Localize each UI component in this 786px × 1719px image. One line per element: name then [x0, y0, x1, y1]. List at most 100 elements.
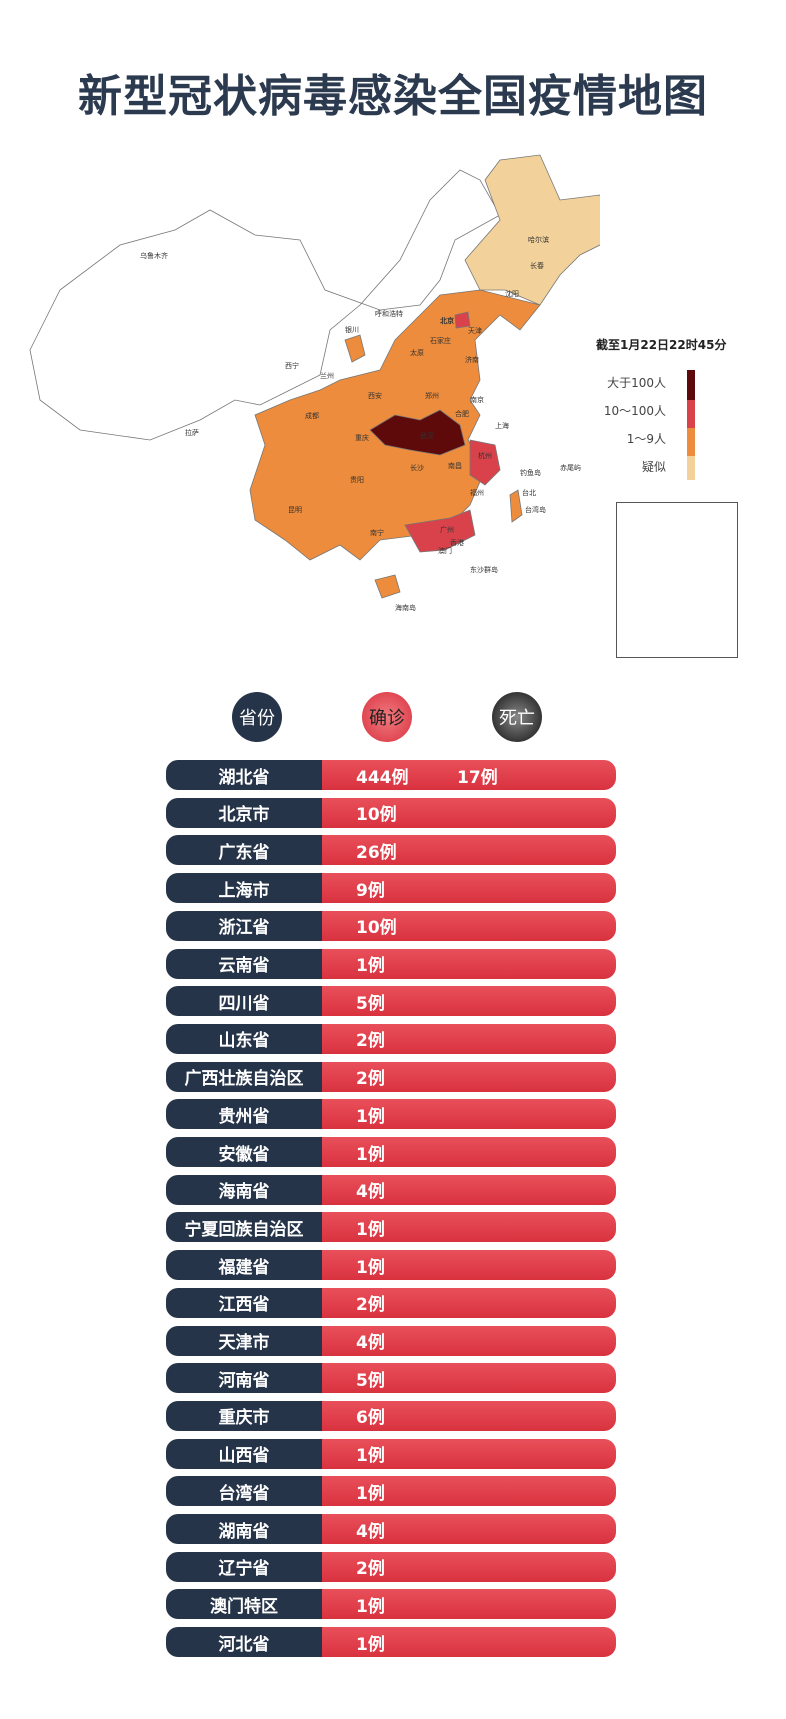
- china-map: 乌鲁木齐 哈尔滨 长春 沈阳 呼和浩特 北京 天津 石家庄 太原 济南 西宁 兰…: [29, 154, 600, 612]
- map-label: 呼和浩特: [375, 309, 403, 318]
- confirmed-cell: 5例: [356, 993, 385, 1014]
- region-northeast-suspected: [464, 154, 600, 306]
- map-label: 海南岛: [395, 603, 416, 612]
- map-label: 北京: [440, 316, 454, 325]
- table-row: 广东省 26例: [166, 835, 616, 866]
- province-cell: 湖南省: [166, 1514, 322, 1544]
- confirmed-cell: 1例: [356, 1446, 385, 1467]
- legend-swatch: [687, 428, 695, 456]
- confirmed-cell: 2例: [356, 1069, 385, 1090]
- table-row: 北京市 10例: [166, 797, 616, 828]
- legend-label: 1～9人: [626, 432, 666, 446]
- table-row: 湖北省 444例 17例: [166, 760, 616, 790]
- map-label: 长春: [530, 261, 544, 270]
- table-row: 台湾省 1例: [166, 1476, 616, 1507]
- map-label: 澳门: [438, 546, 452, 555]
- legend-label: 大于100人: [607, 376, 666, 390]
- confirmed-cell: 1例: [356, 1219, 385, 1240]
- table-row: 澳门特区 1例: [166, 1589, 616, 1620]
- map-label: 台湾岛: [525, 505, 546, 514]
- confirmed-cell: 4例: [356, 1182, 385, 1203]
- table-row: 河南省 5例: [166, 1363, 616, 1394]
- map-label: 台北: [522, 488, 536, 497]
- map-label: 哈尔滨: [528, 235, 549, 244]
- province-cell: 上海市: [166, 873, 322, 904]
- map-label: 杭州: [478, 451, 492, 460]
- confirmed-cell: 9例: [356, 880, 385, 901]
- map-label: 武汉: [420, 431, 434, 440]
- confirmed-cell: 26例: [356, 842, 397, 863]
- map-label: 福州: [470, 488, 484, 497]
- map-label: 赤尾屿: [560, 463, 581, 472]
- legend-swatch: [687, 456, 695, 480]
- confirmed-cell: 1例: [356, 1144, 385, 1165]
- map-label: 乌鲁木齐: [140, 251, 168, 260]
- map-label: 南昌: [448, 461, 462, 470]
- region-northwest: [29, 169, 501, 441]
- province-cell: 湖北省: [166, 760, 322, 790]
- header-deaths: 死亡: [492, 692, 542, 742]
- province-cell: 澳门特区: [166, 1589, 322, 1620]
- table-row: 江西省 2例: [166, 1287, 616, 1318]
- confirmed-cell: 444例: [356, 767, 409, 788]
- confirmed-cell: 1例: [356, 1257, 385, 1278]
- legend-swatch: [687, 370, 695, 400]
- province-cell: 海南省: [166, 1174, 322, 1205]
- south-china-sea-inset: [616, 502, 738, 658]
- map-label: 天津: [468, 327, 482, 335]
- province-cell: 安徽省: [166, 1137, 322, 1167]
- province-cell: 河北省: [166, 1627, 322, 1658]
- province-cell: 浙江省: [166, 910, 322, 941]
- table-row: 山西省 1例: [166, 1438, 616, 1469]
- table-row: 山东省 2例: [166, 1023, 616, 1054]
- region-ningxia: [344, 334, 366, 363]
- table-row: 湖南省 4例: [166, 1514, 616, 1544]
- province-cell: 福建省: [166, 1250, 322, 1281]
- map-label: 西宁: [285, 361, 299, 370]
- map-label: 香港: [450, 538, 464, 547]
- map-label: 石家庄: [430, 336, 451, 345]
- region-hainan: [374, 574, 401, 599]
- map-label: 沈阳: [505, 289, 519, 298]
- province-cell: 台湾省: [166, 1476, 322, 1507]
- region-10-100-guangdong: [404, 509, 476, 553]
- province-cell: 山东省: [166, 1023, 322, 1054]
- map-label: 济南: [465, 355, 479, 364]
- map-label: 西安: [368, 391, 382, 400]
- page-title: 新型冠状病毒感染全国疫情地图: [78, 71, 708, 122]
- confirmed-cell: 2例: [356, 1031, 385, 1052]
- map-label: 成都: [305, 411, 319, 420]
- confirmed-cell: 2例: [356, 1295, 385, 1316]
- map-label: 拉萨: [185, 428, 199, 437]
- map-label: 太原: [410, 348, 424, 357]
- confirmed-cell: 1例: [356, 956, 385, 976]
- map-label: 郑州: [425, 392, 439, 400]
- province-cell: 重庆市: [166, 1400, 322, 1431]
- map-label: 广州: [440, 525, 454, 534]
- province-cell: 北京市: [166, 797, 322, 828]
- province-cell: 天津市: [166, 1325, 322, 1356]
- legend-label: 疑似: [641, 460, 666, 474]
- region-taiwan: [509, 489, 523, 523]
- deaths-cell: 17例: [457, 767, 498, 788]
- confirmed-cell: 4例: [356, 1521, 385, 1542]
- map-label: 重庆: [355, 433, 369, 442]
- header-province: 省份: [232, 692, 282, 742]
- table-row: 广西壮族自治区 2例: [166, 1061, 616, 1092]
- confirmed-cell: 5例: [356, 1370, 385, 1391]
- province-cell: 四川省: [166, 986, 322, 1017]
- table-row: 河北省 1例: [166, 1627, 616, 1658]
- table-row: 福建省 1例: [166, 1250, 616, 1281]
- map-label: 贵阳: [350, 475, 364, 484]
- table-row: 浙江省 10例: [166, 910, 616, 941]
- confirmed-cell: 6例: [356, 1408, 385, 1429]
- map-label: 钓鱼岛: [520, 468, 541, 477]
- map-label: 东沙群岛: [470, 565, 498, 574]
- region-10-100-zhejiang: [469, 439, 501, 486]
- legend-label: 10～100人: [603, 404, 666, 418]
- province-cell: 江西省: [166, 1287, 322, 1318]
- table-row: 四川省 5例: [166, 986, 616, 1017]
- confirmed-cell: 4例: [356, 1333, 385, 1353]
- confirmed-cell: 1例: [356, 1483, 385, 1504]
